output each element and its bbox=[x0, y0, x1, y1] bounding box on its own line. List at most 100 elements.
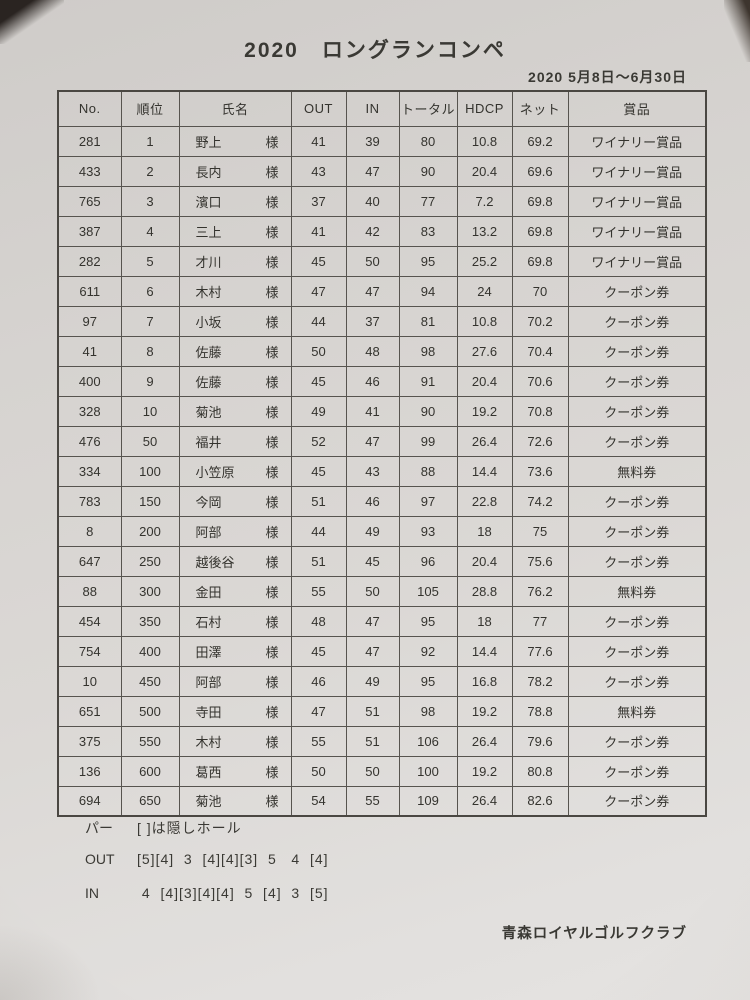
cell-out-score: 47 bbox=[290, 695, 347, 727]
in-par-values: 4 [4][3][4][4] 5 [4] 3 [5] bbox=[137, 885, 329, 901]
cell-handicap: 26.4 bbox=[456, 725, 513, 757]
cell-rank: 5 bbox=[120, 245, 180, 277]
table-row: 694 650 菊池 様 54 55 109 26.4 82.6 クーポン券 bbox=[57, 785, 707, 817]
cell-in-score: 50 bbox=[345, 755, 400, 787]
cell-net-score: 79.6 bbox=[511, 725, 569, 757]
cell-rank: 450 bbox=[120, 665, 180, 697]
cell-total-score: 97 bbox=[398, 485, 458, 517]
player-name: 菊池 bbox=[195, 404, 222, 420]
cell-out-score: 45 bbox=[290, 635, 347, 667]
table-row: 41 8 佐藤 様 50 48 98 27.6 70.4 クーポン券 bbox=[57, 335, 707, 367]
cell-prize: ワイナリー賞品 bbox=[567, 185, 707, 217]
player-name: 三上 bbox=[195, 224, 222, 240]
cell-entry-no: 375 bbox=[57, 725, 122, 757]
results-table-body: 281 1 野上 様 41 39 80 10.8 69.2 ワイナリー賞品 43… bbox=[57, 125, 707, 817]
cell-in-score: 50 bbox=[345, 575, 400, 607]
cell-name: 佐藤 様 bbox=[178, 335, 292, 367]
honorific: 様 bbox=[265, 614, 279, 630]
table-row: 647 250 越後谷 様 51 45 96 20.4 75.6 クーポン券 bbox=[57, 545, 707, 577]
cell-net-score: 73.6 bbox=[511, 455, 569, 487]
cell-out-score: 45 bbox=[290, 365, 347, 397]
table-row: 433 2 長内 様 43 47 90 20.4 69.6 ワイナリー賞品 bbox=[57, 155, 707, 187]
cell-rank: 550 bbox=[120, 725, 180, 757]
cell-out-score: 47 bbox=[290, 275, 347, 307]
cell-prize: クーポン券 bbox=[567, 335, 707, 367]
cell-handicap: 20.4 bbox=[456, 155, 513, 187]
honorific: 様 bbox=[265, 644, 279, 660]
header-name: 氏名 bbox=[178, 90, 292, 127]
cell-total-score: 95 bbox=[398, 245, 458, 277]
cell-total-score: 95 bbox=[398, 605, 458, 637]
cell-name: 三上 様 bbox=[178, 215, 292, 247]
cell-name: 佐藤 様 bbox=[178, 365, 292, 397]
cell-total-score: 109 bbox=[398, 785, 458, 817]
cell-handicap: 22.8 bbox=[456, 485, 513, 517]
cell-total-score: 90 bbox=[398, 395, 458, 427]
cell-prize: ワイナリー賞品 bbox=[567, 245, 707, 277]
cell-total-score: 81 bbox=[398, 305, 458, 337]
cell-prize: クーポン券 bbox=[567, 515, 707, 547]
cell-entry-no: 476 bbox=[57, 425, 122, 457]
cell-in-score: 46 bbox=[345, 365, 400, 397]
cell-rank: 3 bbox=[120, 185, 180, 217]
cell-name: 野上 様 bbox=[178, 125, 292, 157]
table-row: 281 1 野上 様 41 39 80 10.8 69.2 ワイナリー賞品 bbox=[57, 125, 707, 157]
cell-in-score: 49 bbox=[345, 665, 400, 697]
cell-net-score: 69.2 bbox=[511, 125, 569, 157]
cell-in-score: 47 bbox=[345, 155, 400, 187]
page-title: 2020 ロングランコンペ bbox=[244, 39, 506, 62]
cell-rank: 150 bbox=[120, 485, 180, 517]
cell-out-score: 48 bbox=[290, 605, 347, 637]
cell-entry-no: 136 bbox=[57, 755, 122, 787]
cell-out-score: 45 bbox=[290, 245, 347, 277]
cell-total-score: 100 bbox=[398, 755, 458, 787]
cell-prize: クーポン券 bbox=[567, 755, 707, 787]
table-row: 10 450 阿部 様 46 49 95 16.8 78.2 クーポン券 bbox=[57, 665, 707, 697]
cell-net-score: 70.6 bbox=[511, 365, 569, 397]
table-row: 754 400 田澤 様 45 47 92 14.4 77.6 クーポン券 bbox=[57, 635, 707, 667]
cell-handicap: 26.4 bbox=[456, 785, 513, 817]
honorific: 様 bbox=[265, 134, 279, 150]
cell-out-score: 52 bbox=[290, 425, 347, 457]
player-name: 葛西 bbox=[195, 764, 222, 780]
table-row: 136 600 葛西 様 50 50 100 19.2 80.8 クーポン券 bbox=[57, 755, 707, 787]
cell-out-score: 46 bbox=[290, 665, 347, 697]
cell-total-score: 93 bbox=[398, 515, 458, 547]
cell-entry-no: 454 bbox=[57, 605, 122, 637]
cell-net-score: 70.8 bbox=[511, 395, 569, 427]
cell-in-score: 50 bbox=[345, 245, 400, 277]
honorific: 様 bbox=[265, 194, 279, 210]
cell-in-score: 43 bbox=[345, 455, 400, 487]
player-name: 福井 bbox=[195, 434, 222, 450]
cell-entry-no: 10 bbox=[57, 665, 122, 697]
cell-entry-no: 765 bbox=[57, 185, 122, 217]
cell-name: 阿部 様 bbox=[178, 515, 292, 547]
cell-rank: 600 bbox=[120, 755, 180, 787]
out-par-values: [5][4] 3 [4][4][3] 5 4 [4] bbox=[137, 851, 329, 867]
cell-handicap: 14.4 bbox=[456, 635, 513, 667]
cell-prize: 無料券 bbox=[567, 455, 707, 487]
honorific: 様 bbox=[265, 584, 279, 600]
cell-in-score: 40 bbox=[345, 185, 400, 217]
cell-out-score: 54 bbox=[290, 785, 347, 817]
cell-net-score: 82.6 bbox=[511, 785, 569, 817]
cell-name: 菊池 様 bbox=[178, 785, 292, 817]
cell-in-score: 42 bbox=[345, 215, 400, 247]
cell-in-score: 47 bbox=[345, 605, 400, 637]
cell-out-score: 50 bbox=[290, 755, 347, 787]
cell-rank: 250 bbox=[120, 545, 180, 577]
cell-prize: クーポン券 bbox=[567, 395, 707, 427]
header-row: No. 順位 氏名 OUT IN トータル HDCP ネット 賞品 bbox=[57, 90, 707, 127]
cell-in-score: 47 bbox=[345, 635, 400, 667]
table-row: 611 6 木村 様 47 47 94 24 70 クーポン券 bbox=[57, 275, 707, 307]
cell-total-score: 99 bbox=[398, 425, 458, 457]
honorific: 様 bbox=[265, 224, 279, 240]
cell-rank: 10 bbox=[120, 395, 180, 427]
cell-total-score: 96 bbox=[398, 545, 458, 577]
cell-total-score: 90 bbox=[398, 155, 458, 187]
honorific: 様 bbox=[265, 284, 279, 300]
header-prize: 賞品 bbox=[567, 90, 707, 127]
cell-prize: クーポン券 bbox=[567, 545, 707, 577]
table-row: 454 350 石村 様 48 47 95 18 77 クーポン券 bbox=[57, 605, 707, 637]
cell-prize: クーポン券 bbox=[567, 485, 707, 517]
